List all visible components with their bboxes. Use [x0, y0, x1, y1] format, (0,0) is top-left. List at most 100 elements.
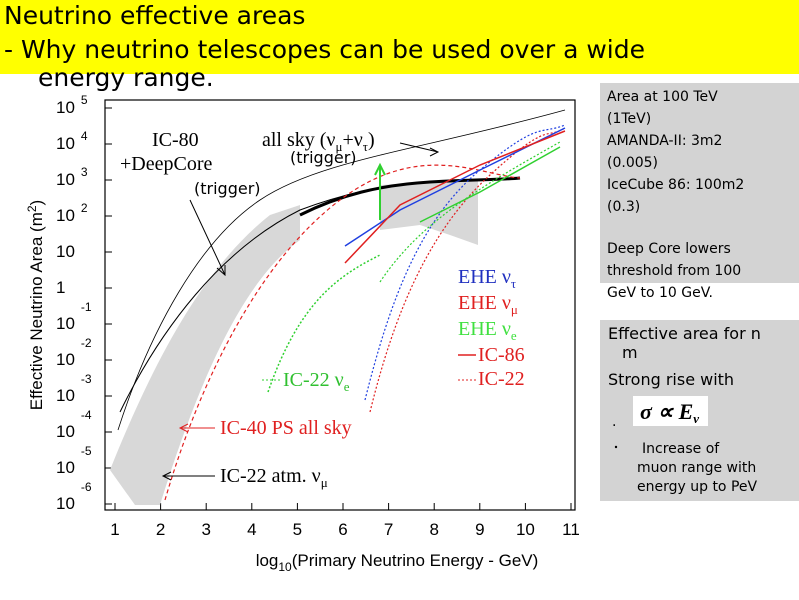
legend-entry: IC-86	[478, 344, 525, 366]
info-text: Increase of	[642, 441, 720, 457]
title-bar	[0, 0, 799, 74]
legend-entry: EHE νe	[458, 318, 517, 343]
x-tick-label: 5	[293, 520, 302, 539]
bullet	[614, 445, 618, 449]
y-tick-label: 10 -3	[56, 372, 92, 405]
annotation: IC-22 νe	[283, 369, 350, 394]
info-line: (0.3)	[607, 199, 640, 215]
info-text: Effective area for n	[608, 324, 761, 343]
arrow	[374, 162, 386, 220]
info-line: Area at 100 TeV	[607, 89, 718, 105]
legend-entry: EHE νμ	[458, 292, 518, 317]
info-box	[600, 83, 799, 283]
info-text: Area at 100 TeV (1TeV) AMANDA-II: 3m2 (0.00…	[607, 89, 744, 301]
info-line: (1TeV)	[607, 111, 651, 127]
formula-box	[633, 396, 708, 426]
y-tick-base: 1	[56, 278, 65, 297]
x-tick-label: 1	[110, 520, 119, 539]
y-tick-exp: -4	[81, 408, 92, 422]
x-tick-label: 8	[429, 520, 438, 539]
y-tick-label: 10 -6	[56, 480, 92, 513]
annotation: all sky (νμ+ντ)	[262, 129, 375, 154]
y-tick-base: 10	[56, 350, 75, 369]
curve	[164, 164, 521, 501]
y-tick-exp: -1	[81, 300, 92, 314]
info-line: IceCube 86: 100m2	[607, 177, 744, 193]
title-line: Neutrino effective areas	[4, 1, 305, 30]
y-tick-exp: 4	[81, 129, 88, 143]
bullet: .	[612, 414, 616, 430]
info-line: (0.005)	[607, 155, 658, 171]
plot-frame	[104, 99, 576, 511]
annotation: IC-22 atm. νμ	[220, 465, 328, 490]
x-tick-label: 2	[156, 520, 165, 539]
formula: σ ∝ Eν	[640, 399, 699, 426]
x-ticks: 1 2 3 4 5 6 7 8 9 10 11	[110, 503, 580, 539]
y-tick-base: 10	[56, 458, 75, 477]
arrow	[399, 142, 440, 157]
info-line: GeV to 10 GeV.	[607, 285, 713, 301]
y-tick-exp: 5	[81, 93, 88, 107]
x-tick-label: 9	[475, 520, 484, 539]
x-tick-label: 7	[384, 520, 393, 539]
y-tick-label: 1	[56, 278, 65, 297]
arrow	[189, 199, 226, 277]
y-tick-label: 10 4	[56, 129, 88, 153]
y-ticks: 10 5 10 4 10 3 10 2 10 1 10 -1 10 -2 10 -3 10 -4 10 -5 10 -6	[56, 93, 112, 513]
legend: EHE ντ EHE νμ EHE νe IC-86 IC-22	[458, 266, 525, 390]
y-tick-base: 10	[56, 98, 75, 117]
curve	[344, 130, 566, 264]
x-tick-label: 10	[516, 520, 535, 539]
annotation: IC-80	[152, 129, 199, 151]
x-tick-label: 11	[562, 520, 580, 539]
annotation: (trigger)	[194, 179, 261, 198]
info-line: threshold from 100	[607, 263, 741, 279]
y-tick-base: 10	[56, 170, 75, 189]
title-line: - Why neutrino telescopes can be used ov…	[4, 35, 645, 64]
curve	[419, 146, 561, 223]
y-tick-base: 10	[56, 242, 75, 261]
x-tick-label: 3	[201, 520, 210, 539]
legend-entry: EHE ντ	[458, 266, 516, 291]
band	[110, 205, 300, 505]
annotation: (trigger)	[290, 148, 357, 167]
x-tick-label: 4	[247, 520, 256, 539]
y-tick-base: 10	[56, 386, 75, 405]
y-tick-label: 10	[56, 242, 75, 261]
y-tick-exp: 2	[81, 201, 88, 215]
x-axis-label: log10(Primary Neutrino Energy - GeV)	[256, 551, 539, 574]
y-tick-label: 10 -1	[56, 300, 92, 333]
y-tick-exp: -6	[81, 480, 92, 494]
y-tick-base: 10	[56, 134, 75, 153]
info-line: AMANDA-II: 3m2	[607, 133, 722, 149]
info-text: energy up to PeV	[637, 479, 758, 495]
curve	[299, 176, 521, 217]
y-tick-base: 10	[56, 206, 75, 225]
curve	[267, 254, 381, 393]
y-tick-base: 10	[56, 494, 75, 513]
y-tick-label: 10 3	[56, 165, 88, 189]
info-text: Strong rise with	[608, 370, 734, 389]
y-tick-base: 10	[56, 422, 75, 441]
curve	[379, 141, 561, 283]
curve	[369, 127, 566, 413]
y-tick-label: 10 -5	[56, 444, 92, 477]
curves	[110, 109, 566, 505]
title-line: energy range.	[38, 63, 214, 92]
y-tick-base: 10	[56, 314, 75, 333]
curve	[344, 127, 566, 247]
info-line: Deep Core lowers	[607, 241, 731, 257]
annotation: +DeepCore	[120, 153, 212, 175]
curve	[117, 109, 566, 431]
curve	[364, 124, 566, 401]
arrow	[178, 423, 215, 433]
y-tick-exp: -2	[81, 336, 92, 350]
y-tick-exp: -5	[81, 444, 92, 458]
y-tick-exp: 3	[81, 165, 88, 179]
arrow	[161, 471, 215, 481]
y-tick-exp: -3	[81, 372, 92, 386]
y-tick-label: 10 -2	[56, 336, 92, 369]
y-tick-label: 10 -4	[56, 408, 92, 441]
annotation: IC-40 PS all sky	[220, 417, 352, 439]
